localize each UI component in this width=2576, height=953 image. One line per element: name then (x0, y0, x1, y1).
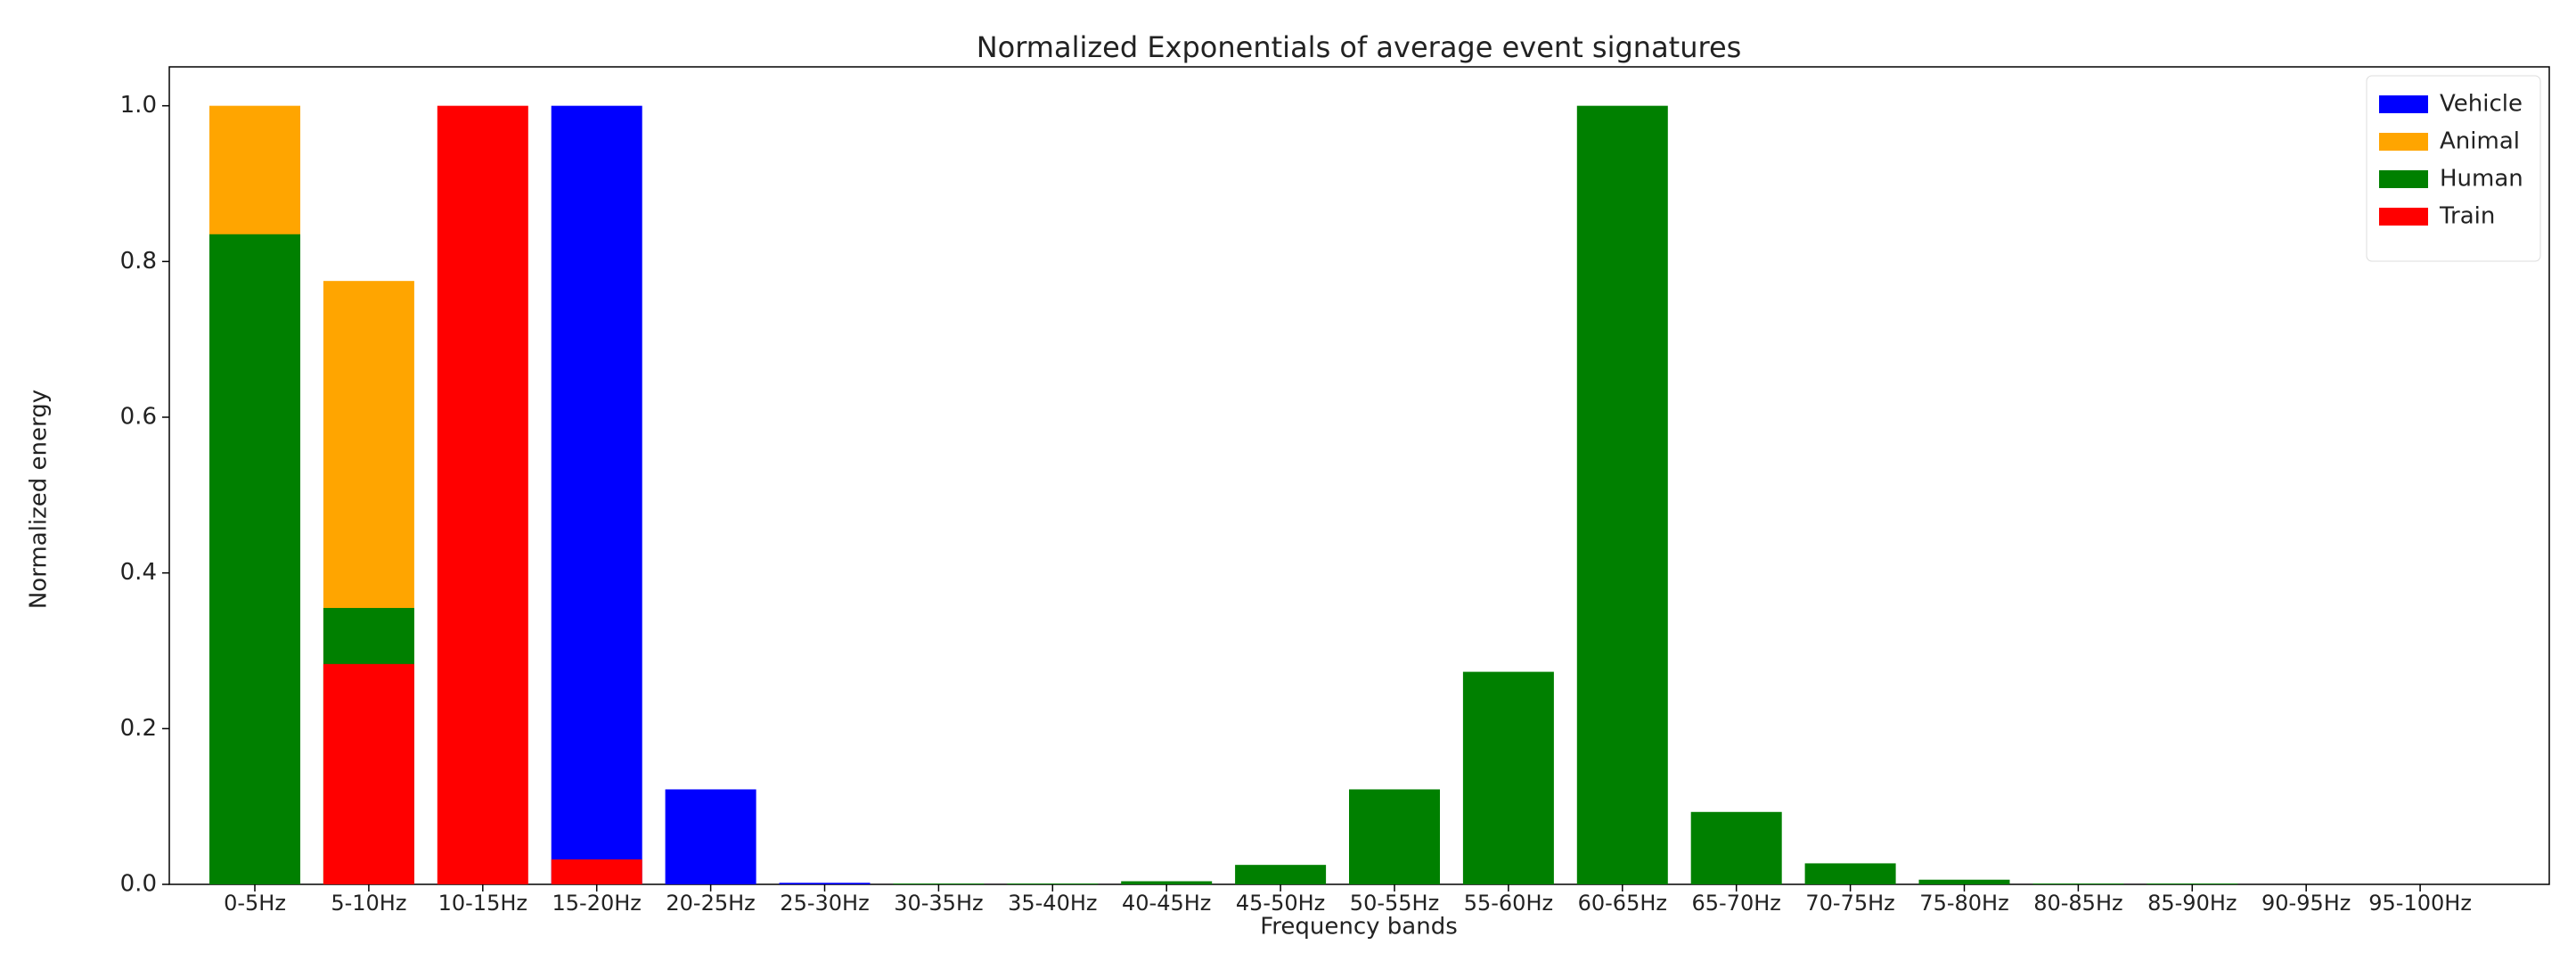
x-tick-label: 75-80Hz (1919, 891, 2008, 916)
x-tick-label: 0-5Hz (224, 891, 286, 916)
bar (893, 883, 985, 884)
bar (1462, 671, 1554, 884)
bar (1349, 789, 1440, 884)
bar (1804, 863, 1896, 884)
x-tick-label: 85-90Hz (2147, 891, 2237, 916)
x-tick-label: 50-55Hz (1350, 891, 1439, 916)
legend-swatch (2379, 95, 2428, 113)
legend-label: Vehicle (2440, 91, 2523, 118)
bar (1576, 105, 1668, 884)
x-axis-label: Frequency bands (1260, 914, 1458, 941)
x-tick-label: 95-100Hz (2368, 891, 2472, 916)
y-tick-label: 0.8 (120, 248, 157, 275)
x-tick-label: 15-20Hz (552, 891, 642, 916)
y-tick-label: 1.0 (120, 92, 157, 119)
x-tick-label: 65-70Hz (1692, 891, 1781, 916)
x-tick-label: 45-50Hz (1236, 891, 1325, 916)
bar (1007, 883, 1099, 884)
x-tick-label: 35-40Hz (1008, 891, 1097, 916)
bar (1235, 865, 1327, 884)
x-tick-label: 20-25Hz (666, 891, 755, 916)
chart-title: Normalized Exponentials of average event… (977, 30, 1742, 64)
bar (437, 105, 528, 884)
y-tick-label: 0.2 (120, 715, 157, 742)
x-tick-label: 70-75Hz (1805, 891, 1894, 916)
x-tick-label: 60-65Hz (1578, 891, 1667, 916)
x-tick-label: 30-35Hz (894, 891, 983, 916)
legend-label: Train (2439, 203, 2495, 230)
bar (2147, 883, 2238, 884)
bar (779, 883, 871, 884)
bar (1690, 811, 1782, 884)
y-tick-label: 0.6 (120, 404, 157, 431)
x-tick-label: 10-15Hz (438, 891, 527, 916)
legend-label: Animal (2440, 128, 2520, 155)
legend-swatch (2379, 208, 2428, 226)
x-tick-label: 55-60Hz (1464, 891, 1553, 916)
bar (665, 789, 756, 884)
bar (1918, 879, 2010, 884)
bar (551, 105, 642, 884)
y-tick-label: 0.4 (120, 559, 157, 586)
y-tick-label: 0.0 (120, 871, 157, 898)
y-axis-label: Normalized energy (26, 390, 53, 609)
legend-swatch (2379, 133, 2428, 151)
x-tick-label: 40-45Hz (1122, 891, 1211, 916)
x-tick-label: 25-30Hz (780, 891, 869, 916)
x-tick-label: 90-95Hz (2261, 891, 2351, 916)
legend-swatch (2379, 170, 2428, 188)
legend-label: Human (2440, 166, 2523, 193)
x-tick-label: 80-85Hz (2033, 891, 2122, 916)
bar (209, 234, 300, 884)
bar (2032, 883, 2124, 884)
bar (323, 663, 414, 884)
bar (551, 859, 642, 884)
x-tick-label: 5-10Hz (331, 891, 406, 916)
bar (1121, 881, 1213, 884)
